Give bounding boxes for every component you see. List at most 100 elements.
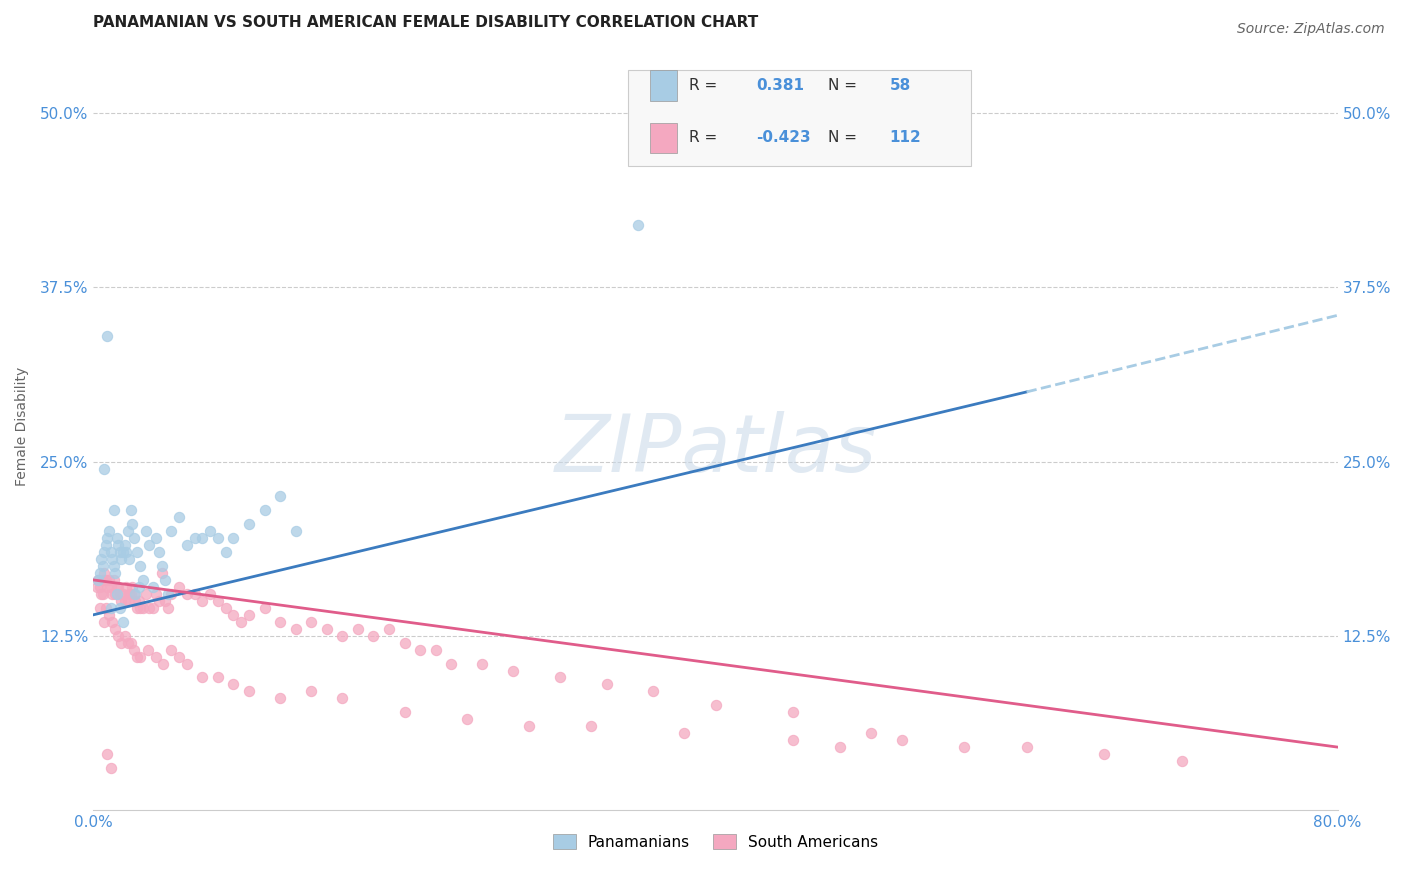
Point bbox=[502, 664, 524, 678]
Point bbox=[100, 600, 122, 615]
Point bbox=[87, 573, 110, 587]
Text: ZIPatlas: ZIPatlas bbox=[554, 410, 876, 489]
Point bbox=[153, 594, 176, 608]
Point bbox=[120, 503, 142, 517]
Point bbox=[125, 600, 148, 615]
Point bbox=[94, 538, 117, 552]
Point bbox=[517, 719, 540, 733]
Point bbox=[111, 545, 134, 559]
Point bbox=[409, 642, 432, 657]
Point bbox=[114, 594, 136, 608]
Point bbox=[425, 642, 447, 657]
Point bbox=[108, 600, 131, 615]
Text: 112: 112 bbox=[890, 130, 921, 145]
Point bbox=[101, 615, 124, 629]
Point bbox=[160, 524, 183, 539]
Point bbox=[299, 684, 322, 698]
Point bbox=[110, 594, 132, 608]
Point bbox=[138, 600, 160, 615]
Point bbox=[105, 531, 128, 545]
Point bbox=[124, 594, 146, 608]
Point bbox=[160, 587, 183, 601]
Point bbox=[215, 545, 238, 559]
Point bbox=[129, 649, 152, 664]
Point bbox=[117, 594, 139, 608]
Point bbox=[135, 524, 157, 539]
Point bbox=[122, 642, 145, 657]
Point bbox=[101, 587, 124, 601]
Point bbox=[89, 580, 111, 594]
Point bbox=[1092, 747, 1115, 761]
Point bbox=[627, 218, 650, 232]
Point bbox=[107, 580, 129, 594]
Point bbox=[115, 580, 138, 594]
Point bbox=[1171, 754, 1194, 768]
Point bbox=[114, 538, 136, 552]
Point bbox=[148, 545, 170, 559]
Point bbox=[115, 545, 138, 559]
Point bbox=[96, 531, 118, 545]
Point bbox=[378, 622, 401, 636]
Point bbox=[145, 649, 167, 664]
Point bbox=[118, 587, 141, 601]
Point bbox=[129, 559, 152, 574]
Legend: Panamanians, South Americans: Panamanians, South Americans bbox=[547, 828, 884, 855]
Point bbox=[103, 559, 125, 574]
Point bbox=[191, 670, 214, 684]
Point bbox=[114, 629, 136, 643]
Text: 0.381: 0.381 bbox=[756, 78, 804, 94]
Text: -0.423: -0.423 bbox=[756, 130, 811, 145]
Text: Source: ZipAtlas.com: Source: ZipAtlas.com bbox=[1237, 22, 1385, 37]
Text: R =: R = bbox=[689, 130, 723, 145]
Point bbox=[107, 629, 129, 643]
Point bbox=[142, 600, 165, 615]
Point bbox=[96, 580, 118, 594]
Point bbox=[132, 573, 155, 587]
Point bbox=[96, 329, 118, 343]
Point bbox=[145, 587, 167, 601]
Point bbox=[673, 726, 696, 740]
Point bbox=[215, 600, 238, 615]
Text: PANAMANIAN VS SOUTH AMERICAN FEMALE DISABILITY CORRELATION CHART: PANAMANIAN VS SOUTH AMERICAN FEMALE DISA… bbox=[93, 15, 759, 30]
Text: N =: N = bbox=[828, 130, 862, 145]
FancyBboxPatch shape bbox=[628, 70, 970, 166]
Point bbox=[89, 600, 111, 615]
Point bbox=[198, 524, 221, 539]
Point bbox=[953, 740, 976, 755]
Point bbox=[183, 531, 205, 545]
Point bbox=[93, 545, 115, 559]
Point bbox=[222, 531, 245, 545]
Point bbox=[87, 573, 110, 587]
Point bbox=[86, 580, 108, 594]
Point bbox=[167, 510, 190, 524]
Point bbox=[90, 587, 112, 601]
Point bbox=[91, 573, 114, 587]
Point bbox=[110, 552, 132, 566]
Point bbox=[160, 642, 183, 657]
Point bbox=[98, 607, 121, 622]
Point bbox=[176, 587, 198, 601]
Point bbox=[153, 573, 176, 587]
Point bbox=[122, 587, 145, 601]
Point bbox=[191, 531, 214, 545]
Point bbox=[94, 600, 117, 615]
Point bbox=[157, 600, 180, 615]
Point bbox=[121, 580, 143, 594]
Point bbox=[101, 552, 124, 566]
Point bbox=[108, 587, 131, 601]
Point bbox=[891, 733, 914, 747]
Point bbox=[347, 622, 370, 636]
Point bbox=[96, 747, 118, 761]
Point bbox=[782, 706, 804, 720]
Point bbox=[860, 726, 883, 740]
Point bbox=[98, 573, 121, 587]
Point bbox=[93, 615, 115, 629]
Point bbox=[150, 559, 173, 574]
Point bbox=[103, 503, 125, 517]
Bar bbox=[650, 122, 676, 153]
Point bbox=[136, 642, 159, 657]
Point bbox=[456, 712, 478, 726]
Text: 58: 58 bbox=[890, 78, 911, 94]
Point bbox=[222, 677, 245, 691]
Point bbox=[394, 706, 416, 720]
